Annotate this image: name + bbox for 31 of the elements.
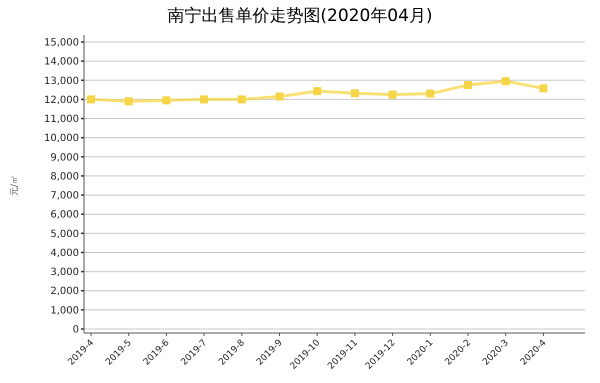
- y-tick-label: 9,000: [50, 152, 79, 164]
- y-tick-label: 15,000: [44, 38, 79, 48]
- y-tick-label: 0: [72, 324, 79, 336]
- point: [539, 84, 548, 92]
- point: [276, 92, 284, 101]
- point: [124, 97, 133, 106]
- y-axis-title: 元/㎡: [9, 174, 20, 196]
- point: [200, 95, 208, 104]
- point: [313, 87, 322, 96]
- y-tick-label: 14,000: [44, 56, 79, 68]
- y-tick-label: 8,000: [50, 171, 79, 182]
- y-tick-label: 10,000: [44, 133, 79, 144]
- y-tick-label: 4,000: [50, 248, 79, 259]
- y-tick-label: 3,000: [50, 267, 79, 278]
- chart-title: 南宁出售单价走势图(2020年04月): [167, 6, 433, 26]
- point: [388, 90, 397, 99]
- point: [502, 77, 510, 86]
- y-tick-label: 5,000: [50, 228, 79, 240]
- y-tick-label: 1,000: [50, 305, 79, 316]
- y-tick-label: 6,000: [50, 210, 79, 221]
- y-tick-label: 12,000: [44, 94, 79, 106]
- y-tick-label: 2,000: [50, 286, 79, 298]
- point: [350, 89, 359, 98]
- y-tick-label: 11,000: [44, 114, 79, 126]
- point: [162, 96, 170, 104]
- y-tick-label: 13,000: [44, 76, 79, 87]
- point: [238, 95, 246, 104]
- point: [87, 95, 95, 104]
- y-tick-label: 7,000: [50, 190, 79, 202]
- point: [426, 90, 434, 98]
- point: [464, 81, 472, 90]
